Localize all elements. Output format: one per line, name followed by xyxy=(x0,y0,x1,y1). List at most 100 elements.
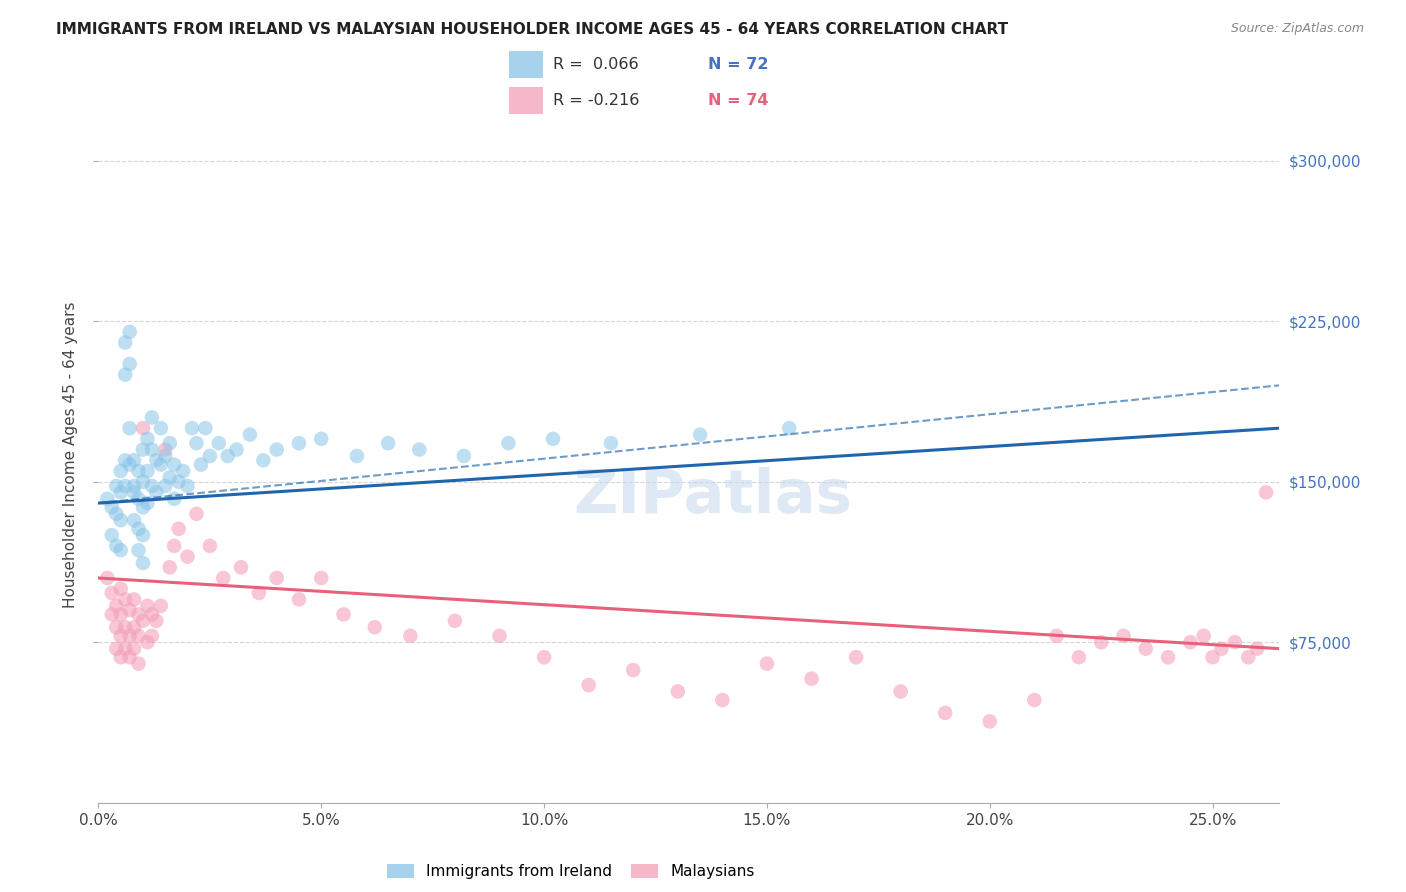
Point xyxy=(167,475,190,489)
Point xyxy=(118,421,141,435)
Point xyxy=(101,607,124,622)
Point xyxy=(114,641,136,656)
Point xyxy=(288,592,311,607)
Point xyxy=(1201,650,1223,665)
Point xyxy=(141,479,163,493)
Point xyxy=(1090,635,1112,649)
Point xyxy=(110,629,132,643)
Point xyxy=(621,663,644,677)
Point xyxy=(128,629,150,643)
Point xyxy=(145,453,167,467)
Point xyxy=(128,543,150,558)
Point xyxy=(118,458,141,472)
Point xyxy=(110,582,132,596)
Point xyxy=(190,458,212,472)
Point xyxy=(1223,635,1246,649)
Point xyxy=(225,442,247,457)
Point xyxy=(122,513,145,527)
Point xyxy=(114,368,136,382)
Point xyxy=(229,560,252,574)
Point xyxy=(145,614,167,628)
Point xyxy=(247,586,270,600)
Point xyxy=(141,442,163,457)
Point xyxy=(1180,635,1202,649)
Point xyxy=(110,543,132,558)
Point xyxy=(890,684,912,698)
Point xyxy=(498,436,520,450)
Point xyxy=(132,421,155,435)
Point xyxy=(105,599,128,613)
Point xyxy=(1157,650,1180,665)
Point xyxy=(132,556,155,570)
Point xyxy=(176,549,198,564)
Point xyxy=(167,522,190,536)
Point xyxy=(114,479,136,493)
Point xyxy=(488,629,510,643)
Point xyxy=(1024,693,1046,707)
Point xyxy=(101,586,124,600)
Point xyxy=(181,421,204,435)
Point xyxy=(101,528,124,542)
Point xyxy=(132,528,155,542)
Point xyxy=(110,650,132,665)
Point xyxy=(186,507,208,521)
Text: ZIPatlas: ZIPatlas xyxy=(574,467,852,526)
Point xyxy=(194,421,217,435)
FancyBboxPatch shape xyxy=(509,87,543,114)
Point xyxy=(176,479,198,493)
Text: R = -0.216: R = -0.216 xyxy=(553,93,640,108)
Point xyxy=(288,436,311,450)
Point xyxy=(118,650,141,665)
Point xyxy=(172,464,194,478)
Point xyxy=(118,325,141,339)
Point xyxy=(141,607,163,622)
Point xyxy=(110,607,132,622)
Point xyxy=(118,357,141,371)
Point xyxy=(136,432,159,446)
Point xyxy=(105,641,128,656)
Point xyxy=(149,421,172,435)
Point xyxy=(979,714,1001,729)
Point xyxy=(1254,485,1277,500)
Point xyxy=(212,571,235,585)
Point xyxy=(198,449,221,463)
Point xyxy=(934,706,956,720)
Point xyxy=(578,678,600,692)
Point xyxy=(208,436,231,450)
Point xyxy=(155,479,177,493)
Point xyxy=(114,592,136,607)
Point xyxy=(711,693,734,707)
Point xyxy=(408,442,430,457)
Point xyxy=(800,672,823,686)
Point xyxy=(399,629,422,643)
Point xyxy=(198,539,221,553)
Point xyxy=(755,657,778,671)
Point xyxy=(122,479,145,493)
Point xyxy=(141,629,163,643)
Point xyxy=(155,449,177,463)
Point xyxy=(332,607,354,622)
Point xyxy=(1135,641,1157,656)
Point xyxy=(128,491,150,506)
Point xyxy=(1246,641,1268,656)
Point xyxy=(186,436,208,450)
Point xyxy=(377,436,399,450)
Point xyxy=(114,453,136,467)
Text: IMMIGRANTS FROM IRELAND VS MALAYSIAN HOUSEHOLDER INCOME AGES 45 - 64 YEARS CORRE: IMMIGRANTS FROM IRELAND VS MALAYSIAN HOU… xyxy=(56,22,1008,37)
Point xyxy=(266,571,288,585)
Point xyxy=(444,614,467,628)
Point xyxy=(159,560,181,574)
Point xyxy=(136,599,159,613)
Point xyxy=(1067,650,1090,665)
Point xyxy=(778,421,800,435)
Point xyxy=(105,620,128,634)
FancyBboxPatch shape xyxy=(509,51,543,78)
Point xyxy=(163,458,186,472)
Point xyxy=(1046,629,1069,643)
Point xyxy=(122,641,145,656)
Point xyxy=(163,491,186,506)
Point xyxy=(541,432,564,446)
Point xyxy=(1211,641,1233,656)
Text: N = 74: N = 74 xyxy=(709,93,769,108)
Point xyxy=(1112,629,1135,643)
